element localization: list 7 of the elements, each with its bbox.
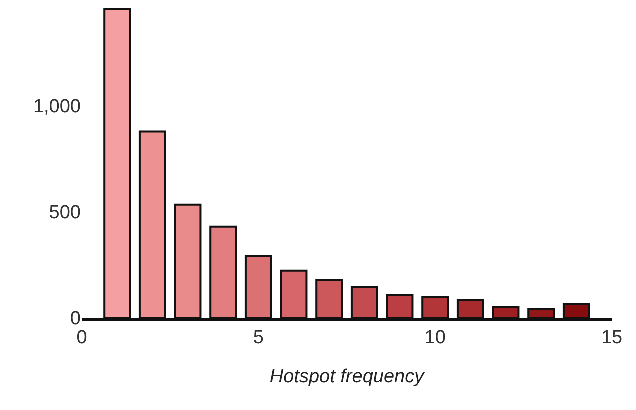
x-tick-label: 10 [424, 328, 446, 349]
y-tick-label: 500 [49, 202, 81, 224]
y-tick-label: 1,000 [33, 96, 81, 118]
x-tick-label: 15 [601, 328, 623, 349]
x-axis-title: Hotspot frequency [270, 366, 426, 388]
x-tick-label: 5 [253, 328, 264, 349]
y-tick-label: 0 [70, 308, 81, 330]
